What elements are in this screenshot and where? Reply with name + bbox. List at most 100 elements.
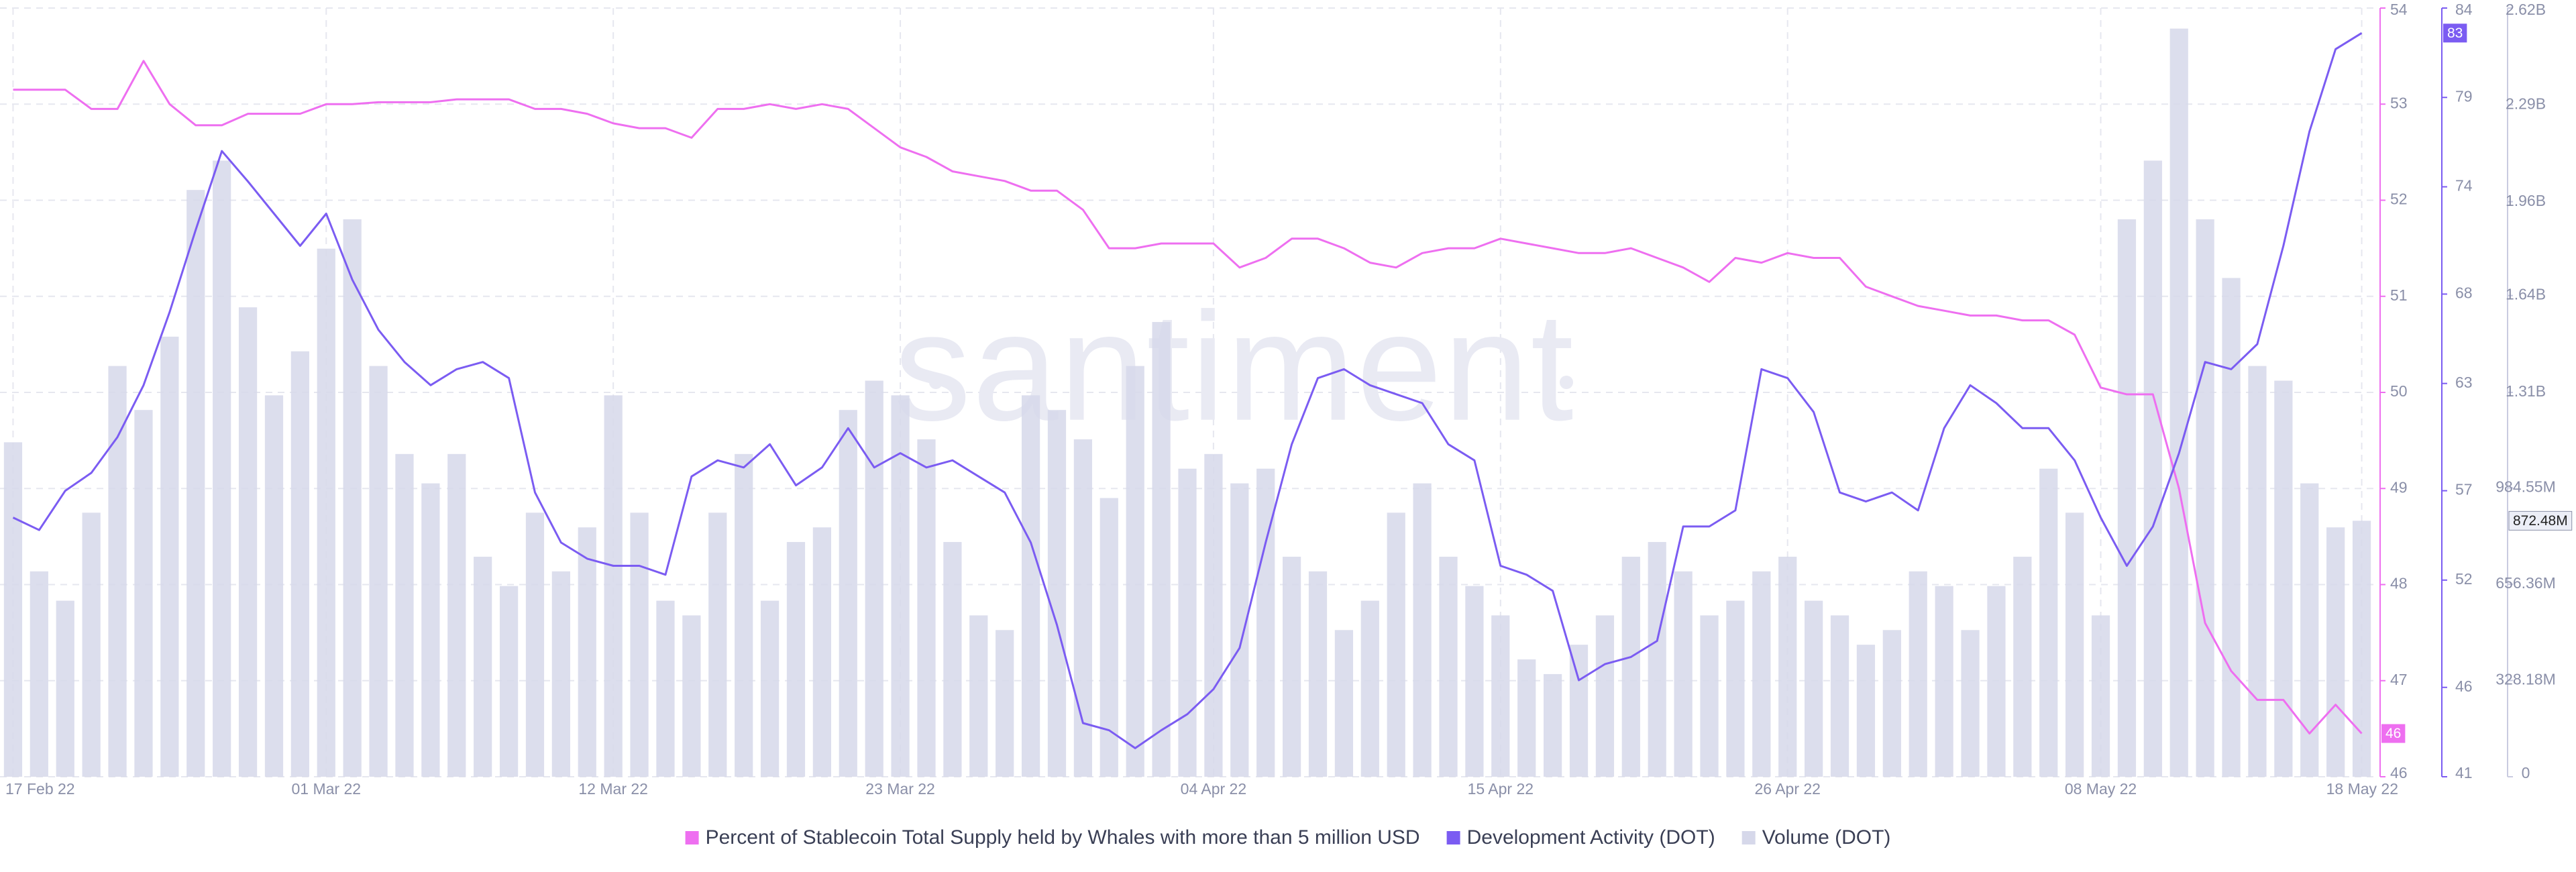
volume-bar xyxy=(1544,673,1562,777)
volume-bar xyxy=(134,410,153,777)
legend-label: Development Activity (DOT) xyxy=(1467,826,1715,849)
volume-bar xyxy=(630,512,649,777)
x-tick-label: 17 Feb 22 xyxy=(5,780,75,798)
volume-bar xyxy=(1021,395,1040,777)
volume-bar xyxy=(1935,586,1953,777)
volume-bar xyxy=(2169,28,2188,777)
volume-bar xyxy=(264,395,284,777)
volume-bar xyxy=(1413,483,1432,777)
volume-bar xyxy=(2326,527,2345,777)
volume-bar xyxy=(213,160,231,777)
volume-bar xyxy=(1726,600,1745,777)
y-tick-label: 1.64B xyxy=(2506,286,2546,303)
last-value-badge: 46 xyxy=(2381,724,2406,743)
volume-bar xyxy=(1595,615,1615,777)
y-tick-label: 84 xyxy=(2455,1,2473,18)
volume-bar xyxy=(1465,586,1484,777)
y-tick-label: 63 xyxy=(2455,374,2473,391)
volume-bar xyxy=(1126,366,1144,777)
y-tick-label: 0 xyxy=(2522,764,2530,781)
y-tick-label: 52 xyxy=(2390,190,2408,208)
legend: Percent of Stablecoin Total Supply held … xyxy=(685,826,1891,849)
badge-text: 46 xyxy=(2385,726,2401,741)
volume-bar xyxy=(525,512,545,777)
legend-label: Volume (DOT) xyxy=(1762,826,1891,849)
volume-bar xyxy=(1360,600,1379,777)
volume-bar xyxy=(3,442,23,777)
volume-bar xyxy=(317,248,335,777)
volume-bar xyxy=(2274,380,2293,777)
volume-bar xyxy=(604,395,623,777)
volume-bar xyxy=(2117,219,2137,777)
y-tick-label: 52 xyxy=(2455,570,2473,588)
volume-bar xyxy=(2143,160,2162,777)
volume-bar xyxy=(1073,439,1093,777)
volume-bar xyxy=(2091,615,2110,777)
volume-bar xyxy=(891,395,910,777)
legend-swatch xyxy=(1741,831,1756,844)
y-tick-label: 54 xyxy=(2390,1,2408,18)
volume-bar xyxy=(1230,483,1249,777)
y-tick-label: 2.29B xyxy=(2506,95,2546,112)
volume-bar xyxy=(2352,521,2371,777)
volume-bar xyxy=(2013,556,2032,777)
volume-bar xyxy=(343,219,362,777)
volume-bar xyxy=(578,527,596,777)
y-tick-label: 46 xyxy=(2390,764,2408,781)
x-tick-label: 01 Mar 22 xyxy=(291,780,361,798)
volume-bar xyxy=(760,600,780,777)
y-tick-label: 53 xyxy=(2390,94,2408,111)
last-value-badge: 83 xyxy=(2443,23,2467,43)
y-tick-label: 79 xyxy=(2455,87,2473,105)
y-tick-label: 49 xyxy=(2390,478,2408,496)
y-tick-label: 48 xyxy=(2390,575,2408,592)
x-tick-label: 18 May 22 xyxy=(2326,780,2398,798)
y-tick-label: 74 xyxy=(2455,177,2473,195)
y-tick-label: 47 xyxy=(2390,671,2408,688)
volume-bar xyxy=(2065,512,2084,777)
watermark-dot xyxy=(1560,376,1573,389)
volume-bar xyxy=(682,615,701,777)
volume-bar xyxy=(917,439,936,777)
y-tick-label: 46 xyxy=(2455,677,2473,695)
x-tick-label: 15 Apr 22 xyxy=(1468,780,1534,798)
volume-bar xyxy=(160,336,179,777)
y-tick-label: 984.55M xyxy=(2496,478,2556,495)
volume-bar xyxy=(186,190,205,777)
x-tick-label: 04 Apr 22 xyxy=(1181,780,1246,798)
volume-bar xyxy=(786,542,806,777)
x-tick-label: 08 May 22 xyxy=(2065,780,2137,798)
volume-bar xyxy=(969,615,988,777)
badge-text: 83 xyxy=(2447,25,2463,41)
volume-bar xyxy=(1674,571,1693,777)
volume-bar xyxy=(56,600,74,777)
volume-bar xyxy=(1882,630,1901,777)
badge-box xyxy=(2508,510,2573,531)
volume-bar xyxy=(812,527,831,777)
y-tick-label: 1.96B xyxy=(2506,192,2546,209)
watermark-dot xyxy=(929,376,943,389)
badge-box xyxy=(2443,23,2467,43)
volume-bar xyxy=(421,483,440,777)
badge-box xyxy=(2381,724,2406,743)
y-tick-label: 51 xyxy=(2390,286,2408,304)
volume-bar xyxy=(735,453,753,777)
volume-bar xyxy=(1387,512,1405,777)
volume-bar xyxy=(1204,453,1223,777)
volume-bar xyxy=(1282,556,1301,777)
volume-bar xyxy=(708,512,727,777)
volume-bar xyxy=(996,630,1014,777)
volume-bar xyxy=(839,410,857,777)
legend-label: Percent of Stablecoin Total Supply held … xyxy=(706,826,1420,849)
volume-bar xyxy=(1334,630,1354,777)
volume-bar xyxy=(30,571,48,777)
volume-bar xyxy=(656,600,675,777)
volume-bar xyxy=(395,453,414,777)
badge-text: 872.48M xyxy=(2513,513,2568,529)
volume-bar xyxy=(1439,556,1458,777)
volume-bar xyxy=(1830,615,1849,777)
volume-bar xyxy=(2248,366,2267,777)
y-tick-label: 50 xyxy=(2390,382,2408,400)
volume-bar xyxy=(551,571,570,777)
series-line xyxy=(13,60,2363,734)
